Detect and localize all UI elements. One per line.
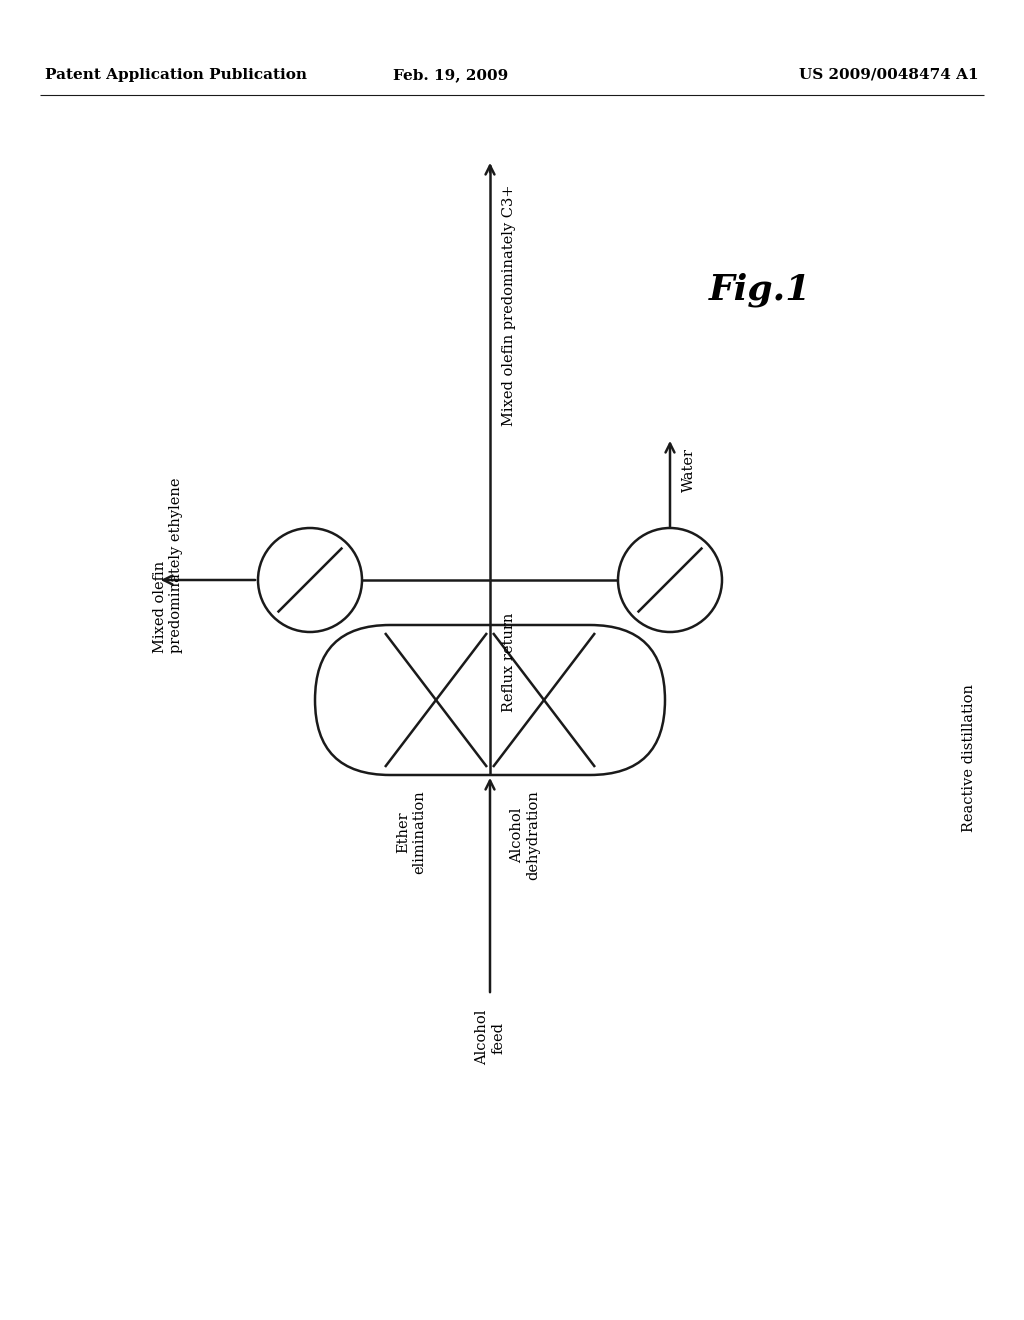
Text: Mixed olefin predominately C3+: Mixed olefin predominately C3+: [502, 185, 516, 426]
Circle shape: [258, 528, 362, 632]
Text: Water: Water: [682, 447, 696, 492]
Text: Reflux return: Reflux return: [502, 612, 516, 713]
Text: US 2009/0048474 A1: US 2009/0048474 A1: [800, 69, 979, 82]
Text: Alcohol
dehydration: Alcohol dehydration: [510, 789, 540, 880]
Text: Patent Application Publication: Patent Application Publication: [45, 69, 307, 82]
FancyBboxPatch shape: [315, 624, 665, 775]
Text: Feb. 19, 2009: Feb. 19, 2009: [393, 69, 508, 82]
Text: Ether
elimination: Ether elimination: [396, 789, 426, 874]
Text: Fig.1: Fig.1: [709, 273, 811, 308]
Text: Mixed olefin
predominately ethylene: Mixed olefin predominately ethylene: [153, 478, 183, 653]
Text: Reactive distillation: Reactive distillation: [962, 684, 976, 832]
Text: Alcohol
feed: Alcohol feed: [475, 1010, 505, 1065]
Circle shape: [618, 528, 722, 632]
